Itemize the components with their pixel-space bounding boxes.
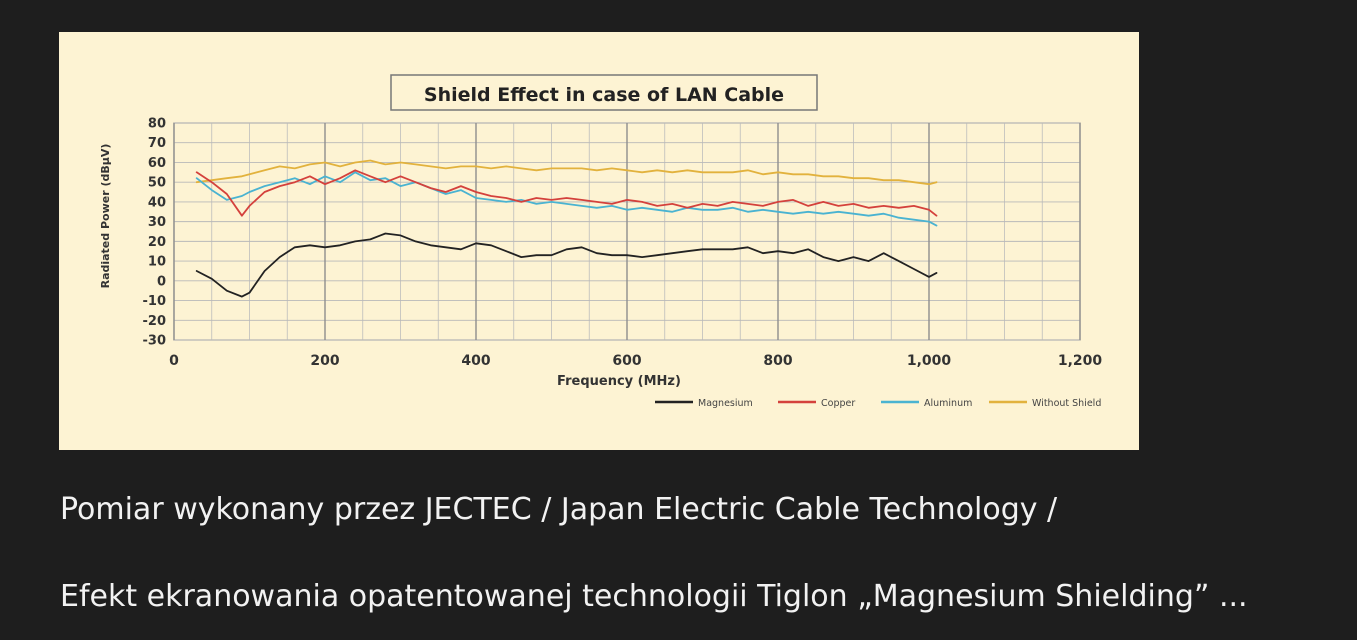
y-tick-label: 20 [148, 235, 166, 250]
y-tick-label: 70 [148, 136, 166, 151]
legend-label: Magnesium [698, 398, 753, 409]
y-tick-label: 0 [157, 274, 166, 289]
legend-label: Copper [821, 398, 855, 409]
x-tick-label: 1,200 [1058, 353, 1103, 369]
y-tick-label: 60 [148, 156, 166, 171]
y-tick-label: 40 [148, 195, 166, 210]
series-line-without-shield [195, 159, 938, 186]
x-tick-label: 0 [169, 353, 179, 369]
x-tick-labels: 0 200 400 600 800 1,000 1,200 [169, 353, 1102, 369]
y-tick-label: 50 [148, 176, 166, 191]
series-line-magnesium [195, 232, 938, 298]
shield-effect-chart: Shield Effect in case of LAN Cable 80 70 6… [99, 74, 1102, 409]
x-tick-label: 1,000 [907, 353, 952, 369]
legend-label: Aluminum [924, 398, 972, 409]
chart-panel: Shield Effect in case of LAN Cable 80 70 6… [59, 32, 1139, 450]
y-tick-label: -20 [143, 314, 167, 329]
chart-title: Shield Effect in case of LAN Cable [424, 84, 784, 106]
y-tick-labels: 80 70 60 50 40 30 20 10 0 -10 -20 -30 [143, 117, 167, 349]
x-tick-label: 200 [310, 353, 339, 369]
series-line-copper [195, 169, 938, 217]
x-tick-label: 800 [763, 353, 792, 369]
y-tick-label: 30 [148, 215, 166, 230]
caption-line-1: Pomiar wykonany przez JECTEC / Japan Ele… [60, 492, 1058, 527]
y-tick-label: 10 [148, 255, 166, 270]
series-line-aluminum [195, 171, 938, 227]
y-axis-label: Radiated Power (dBµV) [99, 144, 112, 289]
caption-line-2: Efekt ekranowania opatentowanej technolo… [60, 579, 1248, 614]
series-lines [195, 159, 938, 298]
chart-title-box [390, 74, 818, 111]
legend-label: Without Shield [1032, 398, 1101, 409]
x-axis-label: Frequency (MHz) [557, 374, 681, 389]
y-tick-label: 80 [148, 117, 166, 132]
x-tick-label: 600 [612, 353, 641, 369]
legend: Magnesium Copper Aluminum Without Shield [655, 398, 1101, 409]
y-tick-label: -10 [143, 294, 167, 309]
x-tick-label: 400 [461, 353, 490, 369]
y-tick-label: -30 [143, 334, 167, 349]
